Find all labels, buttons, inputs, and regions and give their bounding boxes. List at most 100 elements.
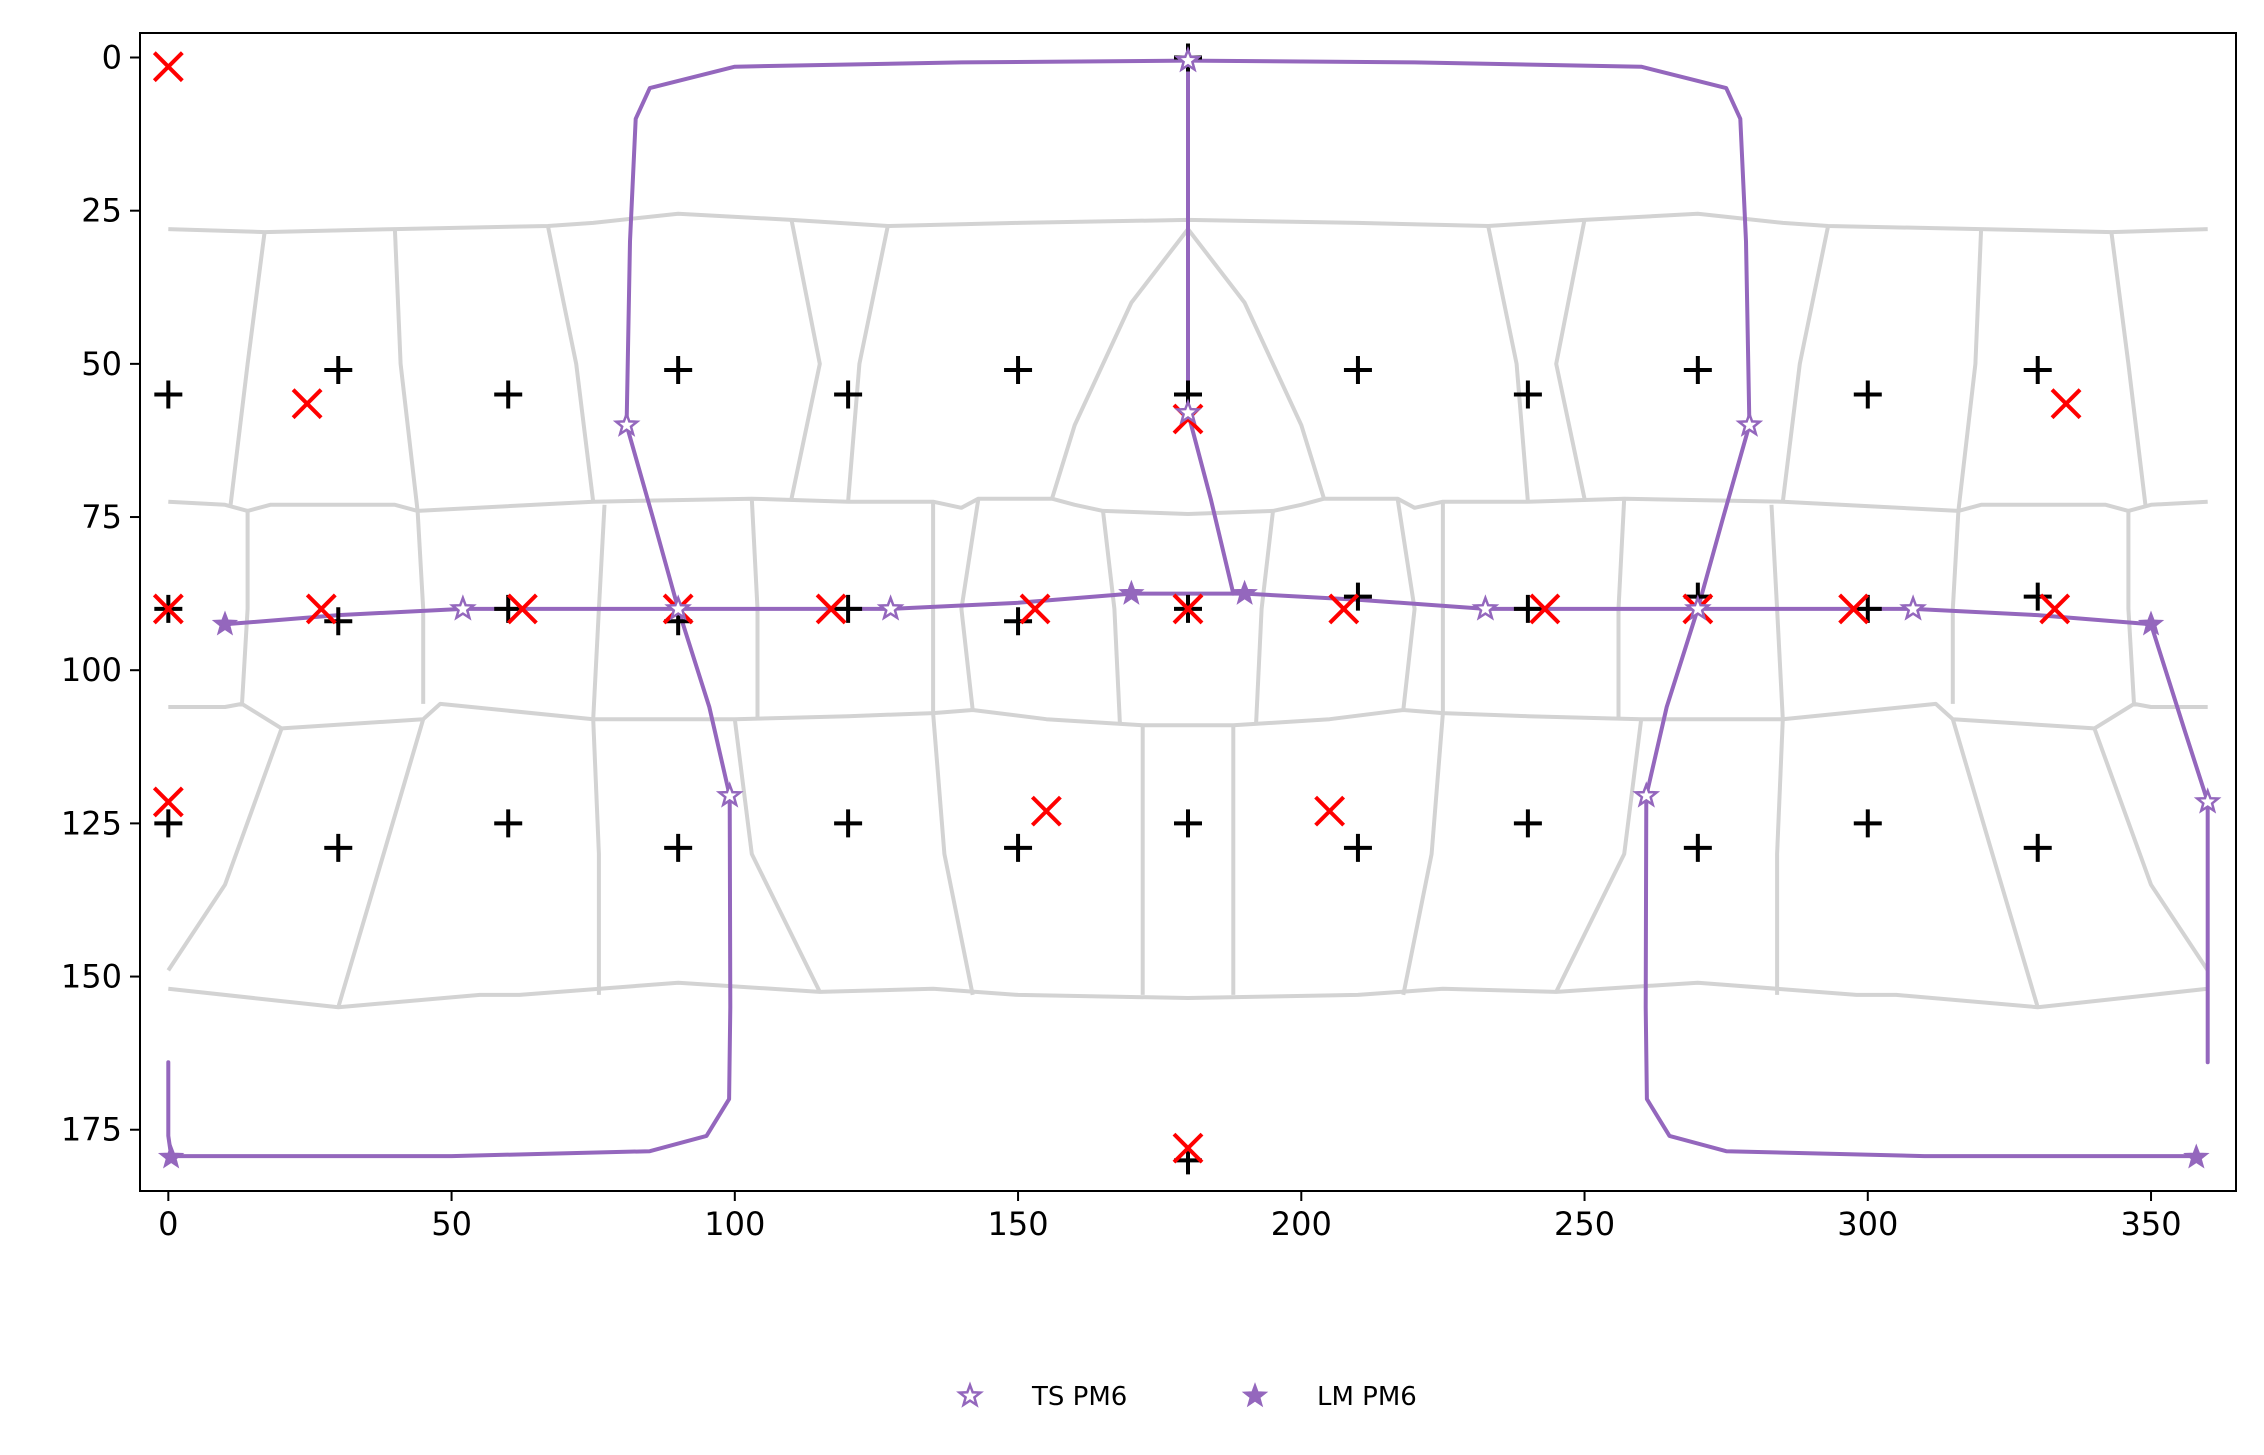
lm-pm6-star	[211, 610, 239, 636]
x-marker	[305, 593, 337, 625]
ts-pm6-star	[1735, 410, 1764, 437]
markers	[152, 43, 2222, 1175]
plus-marker	[834, 809, 863, 838]
y-axis: 0 25 50 75 100 125 150 175	[61, 39, 140, 1149]
lm-pm6-star	[1231, 579, 1258, 605]
plus-marker	[154, 380, 183, 409]
x-marker	[506, 593, 538, 625]
plus-marker	[324, 833, 353, 862]
plus-marker	[2023, 355, 2052, 384]
legend-label: TS PM6	[1031, 1382, 1127, 1412]
plus-marker	[1513, 380, 1542, 409]
plus-marker	[1343, 355, 1372, 384]
x-marker	[2050, 388, 2082, 420]
transition-path	[223, 591, 2210, 1065]
plus-marker	[1513, 809, 1542, 838]
lm-pm6-star	[157, 1143, 185, 1169]
x-marker	[152, 593, 184, 625]
x-marker	[1328, 593, 1360, 625]
transition-path	[166, 58, 2199, 1159]
x-tick-label: 0	[158, 1205, 178, 1243]
cell-boundary-vertical	[591, 504, 607, 720]
plus-marker	[1683, 355, 1712, 384]
x-marker	[2039, 593, 2071, 625]
legend-entry: LM PM6	[1241, 1382, 1417, 1412]
cell-boundary-vertical	[1554, 219, 1587, 500]
ts-pm6-star	[2193, 787, 2222, 814]
cell-boundary-vertical	[1186, 227, 1326, 500]
cell-boundary-vertical	[1486, 225, 1530, 502]
cell-boundary-horizontal	[168, 980, 2208, 1010]
plus-marker	[834, 594, 863, 623]
x-marker	[1314, 795, 1346, 827]
plus-marker	[1853, 380, 1882, 409]
cell-boundary-vertical	[1254, 510, 1275, 726]
ts-pm6-star	[1684, 594, 1712, 621]
plus-marker	[2023, 833, 2052, 862]
lm-pm6-star	[1241, 1382, 1269, 1408]
cell-boundary-vertical	[959, 498, 981, 711]
plus-marker	[664, 833, 693, 862]
x-tick-label: 300	[1837, 1205, 1898, 1243]
y-tick-label: 25	[81, 192, 122, 230]
ts-pm6-star	[1174, 398, 1202, 425]
cell-boundary-vertical	[931, 712, 975, 996]
cell-boundary-vertical	[1395, 498, 1417, 711]
cell-boundary-vertical	[166, 727, 284, 972]
ts-pm6-star	[449, 594, 477, 621]
x-marker	[815, 593, 847, 625]
plus-marker	[1853, 809, 1882, 838]
plus-marker	[324, 607, 353, 636]
x-axis: 0 50 100 150 200 250 300 350	[158, 1191, 2182, 1243]
cell-boundary-vertical	[415, 510, 426, 704]
x-tick-label: 50	[431, 1205, 472, 1243]
plus-marker	[494, 809, 523, 838]
ts-pm6-star	[876, 594, 905, 621]
x-tick-label: 250	[1554, 1205, 1615, 1243]
x-marker	[291, 388, 323, 420]
cell-boundary-vertical	[240, 510, 250, 705]
x-marker	[1838, 593, 1870, 625]
cell-boundary-vertical	[1775, 719, 1785, 995]
legend-label: LM PM6	[1317, 1382, 1417, 1412]
plus-marker	[1004, 833, 1033, 862]
x-marker	[152, 51, 184, 83]
lm-pm6-star	[2183, 1143, 2210, 1169]
cell-boundary-vertical	[846, 225, 890, 502]
cell-boundary-vertical	[1950, 510, 1961, 704]
plus-marker	[1343, 833, 1372, 862]
cell-boundary-vertical	[1101, 510, 1122, 726]
x-tick-label: 100	[704, 1205, 765, 1243]
plot-frame	[139, 32, 2237, 1192]
plus-marker	[1853, 594, 1882, 623]
cell-boundary-vertical	[228, 231, 267, 506]
legend-entry: TS PM6	[956, 1381, 1127, 1412]
cell-boundary-vertical	[336, 718, 426, 1008]
legend: TS PM6 LM PM6	[956, 1381, 1417, 1412]
plus-marker	[1513, 594, 1542, 623]
ts-pm6-star	[1471, 594, 1500, 621]
ts-pm6-star	[715, 781, 744, 808]
y-tick-label: 150	[61, 958, 122, 996]
y-tick-label: 75	[81, 498, 122, 536]
transition-paths	[166, 58, 2210, 1159]
cell-boundary-vertical	[392, 229, 420, 512]
plus-marker	[2023, 582, 2052, 611]
ts-pm6-star	[956, 1381, 984, 1408]
x-marker	[152, 786, 184, 818]
plus-marker	[494, 380, 523, 409]
cell-boundary-vertical	[1050, 227, 1190, 500]
cell-boundary-vertical	[732, 718, 822, 993]
x-tick-label: 150	[988, 1205, 1049, 1243]
x-tick-label: 200	[1271, 1205, 1332, 1243]
cell-boundary-vertical	[2109, 231, 2148, 506]
ts-pm6-star	[1174, 46, 1202, 73]
cell-boundary-vertical	[545, 225, 596, 502]
cell-boundary-vertical	[2126, 510, 2136, 705]
x-marker	[1172, 593, 1204, 625]
plus-marker	[1004, 355, 1033, 384]
cell-boundary-horizontal	[168, 701, 2208, 731]
x-marker	[1172, 1132, 1204, 1164]
